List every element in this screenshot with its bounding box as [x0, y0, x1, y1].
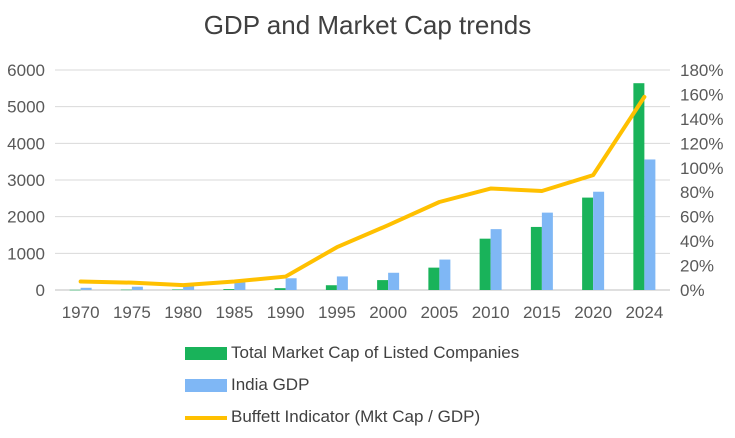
bar-india-gdp — [490, 229, 502, 290]
legend-label-india-gdp: India GDP — [231, 375, 310, 394]
bar-market-cap — [530, 226, 542, 290]
bar-india-gdp — [285, 278, 297, 290]
y-right-tick-label: 100% — [680, 159, 723, 178]
bar-market-cap — [633, 83, 645, 290]
y-left-tick-label: 2000 — [7, 208, 45, 227]
x-tick-label: 2000 — [369, 303, 407, 322]
y-right-tick-label: 40% — [680, 232, 714, 251]
legend-label-market-cap: Total Market Cap of Listed Companies — [231, 343, 520, 362]
bar-market-cap — [120, 289, 132, 291]
y-left-tick-label: 5000 — [7, 98, 45, 117]
y-left-tick-label: 1000 — [7, 244, 45, 263]
bar-india-gdp — [439, 259, 451, 290]
legend-swatch-india-gdp — [185, 379, 227, 392]
x-tick-label: 2020 — [574, 303, 612, 322]
y-right-tick-label: 20% — [680, 257, 714, 276]
bar-market-cap — [172, 289, 184, 290]
bar-india-gdp — [541, 212, 553, 290]
legend-label-buffett-indicator: Buffett Indicator (Mkt Cap / GDP) — [231, 407, 481, 426]
y-right-tick-label: 0% — [680, 281, 705, 300]
bar-market-cap — [325, 285, 337, 290]
bar-market-cap — [69, 289, 81, 291]
x-tick-label: 1990 — [267, 303, 305, 322]
bar-india-gdp — [80, 287, 92, 290]
y-right-tick-label: 120% — [680, 134, 723, 153]
x-tick-label: 1980 — [164, 303, 202, 322]
bar-market-cap — [274, 288, 286, 290]
bar-market-cap — [223, 289, 235, 290]
x-tick-label: 1985 — [215, 303, 253, 322]
y-right-tick-label: 140% — [680, 110, 723, 129]
bar-india-gdp — [234, 282, 246, 290]
legend-swatch-buffett-indicator — [185, 416, 227, 420]
x-tick-label: 2024 — [625, 303, 663, 322]
x-tick-label: 1995 — [318, 303, 356, 322]
bar-india-gdp — [336, 276, 348, 290]
x-tick-label: 1970 — [62, 303, 100, 322]
bar-market-cap — [479, 238, 491, 290]
y-right-tick-label: 180% — [680, 61, 723, 80]
x-tick-label: 2005 — [420, 303, 458, 322]
chart-title: GDP and Market Cap trends — [203, 10, 532, 40]
bar-market-cap — [582, 197, 594, 290]
y-right-tick-label: 80% — [680, 183, 714, 202]
y-left-tick-label: 4000 — [7, 134, 45, 153]
x-tick-label: 2010 — [472, 303, 510, 322]
y-left-tick-label: 3000 — [7, 171, 45, 190]
y-right-tick-label: 160% — [680, 85, 723, 104]
bar-india-gdp — [644, 159, 656, 290]
bar-india-gdp — [388, 272, 400, 290]
bar-india-gdp — [593, 191, 605, 290]
y-left-tick-label: 0 — [36, 281, 45, 300]
x-tick-label: 1975 — [113, 303, 151, 322]
x-tick-label: 2015 — [523, 303, 561, 322]
bar-market-cap — [377, 280, 389, 290]
y-right-tick-label: 60% — [680, 208, 714, 227]
y-left-tick-label: 6000 — [7, 61, 45, 80]
legend-swatch-market-cap — [185, 347, 227, 360]
bar-india-gdp — [131, 286, 143, 290]
bar-market-cap — [428, 267, 440, 290]
bar-india-gdp — [183, 285, 195, 290]
line-buffett-indicator — [78, 94, 647, 288]
